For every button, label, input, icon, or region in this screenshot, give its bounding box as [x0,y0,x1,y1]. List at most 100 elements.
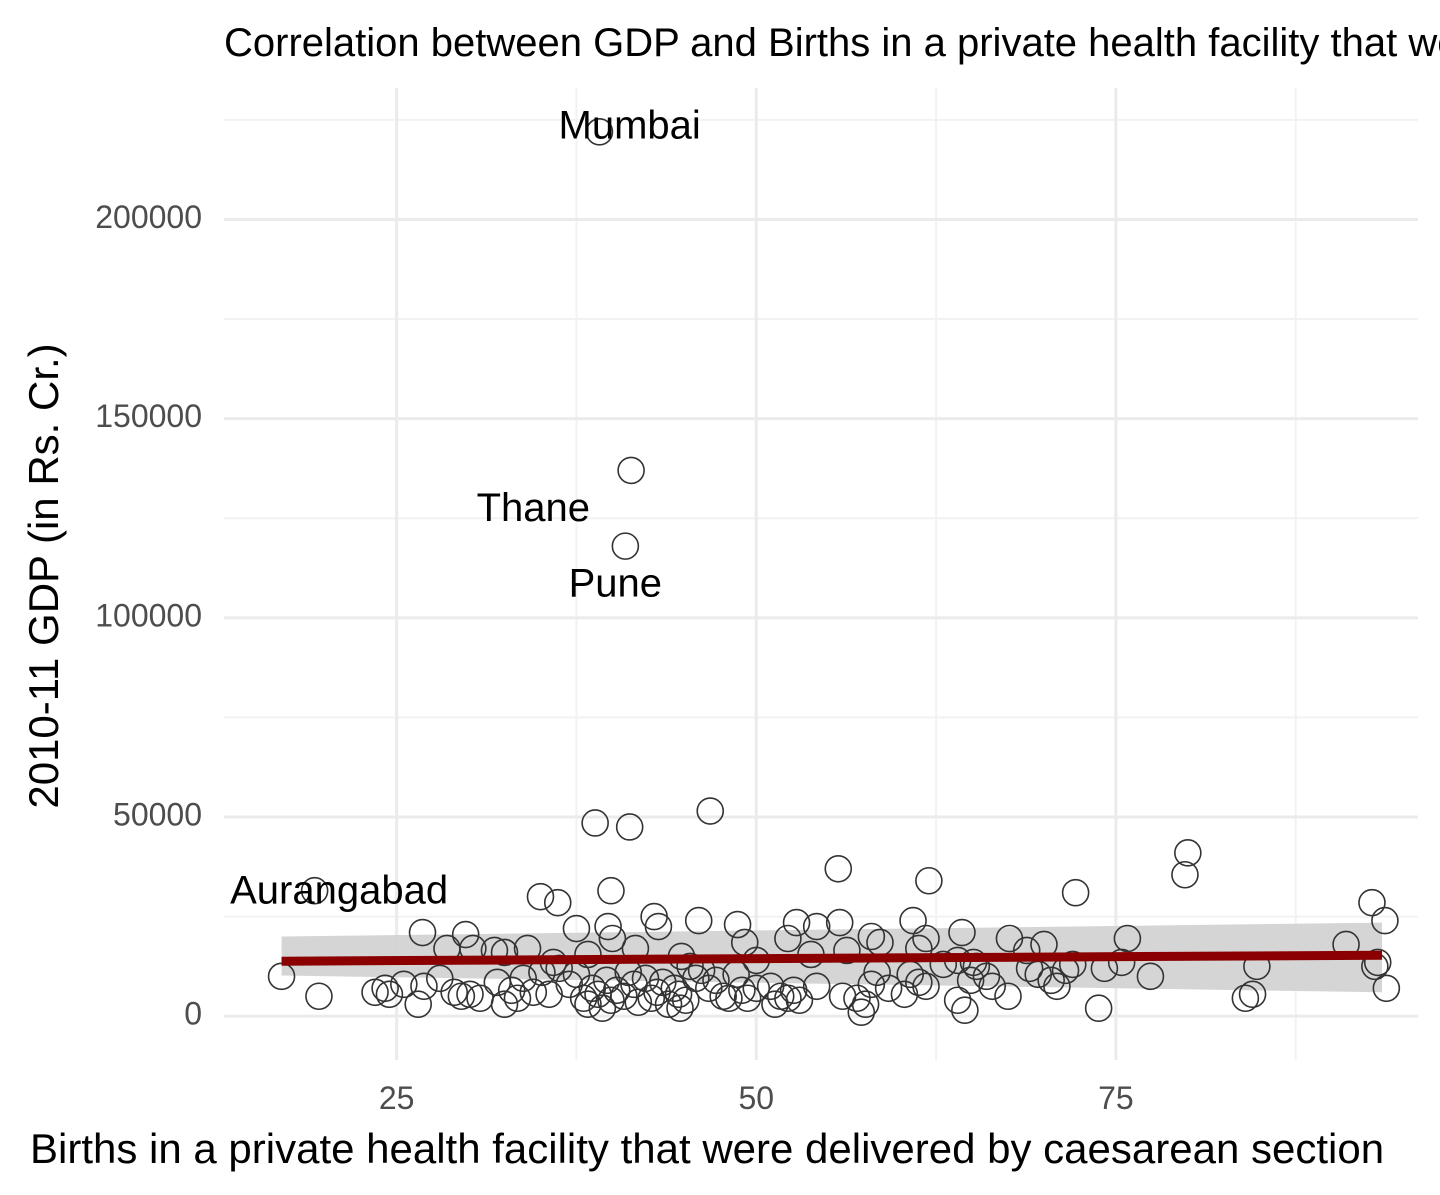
data-point [581,809,609,837]
data-point [1171,860,1199,889]
data-point [824,854,853,883]
data-point [644,912,673,941]
data-point [951,996,979,1025]
data-point [994,982,1022,1011]
data-point [915,866,943,895]
x-tick-label: 50 [738,1080,774,1116]
data-point [617,456,645,485]
point-labels: Mumbai Thane Pune Aurangabad [230,103,701,912]
data-point [543,888,572,917]
data-point [585,118,614,146]
data-point [594,912,622,941]
data-point [267,962,296,991]
data-point [825,908,854,937]
data-point [526,882,555,911]
data-point [425,964,454,993]
data-point [912,924,940,953]
data-point [857,970,886,999]
data-point [1358,888,1386,917]
data-point [569,984,598,1013]
point-label: Pune [569,562,662,606]
data-point [592,966,621,995]
data-point [899,906,927,935]
y-tick-label: 150000 [95,398,202,434]
data-point [637,984,666,1013]
data-point [631,964,660,993]
data-point [847,998,876,1026]
y-tick-label: 50000 [113,796,202,832]
trend-line-layer [281,950,1383,966]
data-point [1372,974,1401,1003]
data-point [761,990,789,1019]
grid [224,88,1418,1060]
data-point [774,924,802,953]
data-point [574,990,602,1019]
data-point [300,876,329,905]
data-point [742,974,771,1003]
point-label: Thane [477,486,590,530]
data-point [1084,994,1113,1023]
data-point [562,914,591,943]
data-point [466,984,494,1013]
data-point [851,990,880,1019]
data-point [503,984,532,1013]
data-point [1043,972,1071,1001]
data-point [774,984,802,1013]
y-tick-label: 100000 [95,597,202,633]
data-point [943,986,972,1015]
data-point [410,972,438,1001]
data-point [361,978,389,1007]
data-point [782,908,811,937]
data-point [666,994,694,1023]
data-point [1231,984,1260,1013]
data-point [555,970,584,999]
data-point [723,910,752,939]
points-layer [267,118,1401,1026]
y-axis-title: 2010-11 GDP (in Rs. Cr.) [20,343,67,808]
data-point [948,918,976,947]
data-point [1371,906,1399,935]
chart-title: Correlation between GDP and Births in a … [224,21,1440,65]
data-point [676,952,704,981]
x-tick-label: 25 [379,1080,415,1116]
data-point [408,918,437,947]
data-point [440,978,468,1007]
data-point [843,984,871,1013]
trend-line [281,950,1383,966]
data-point [978,972,1006,1001]
data-point [611,532,640,560]
data-point [664,980,693,1009]
y-tick-label: 200000 [95,199,202,235]
data-point [597,876,625,905]
tick-labels: 0 50000 100000 150000 200000 25 50 75 [95,199,1133,1116]
x-axis-title: Births in a private health facility that… [30,1125,1384,1172]
data-point [833,936,861,965]
data-point [1012,936,1041,965]
data-point [654,990,683,1019]
data-point [1107,948,1136,977]
data-point [490,938,519,967]
data-point [305,982,333,1011]
y-tick-label: 0 [184,996,202,1032]
data-point [1058,950,1087,979]
data-point [535,980,563,1009]
data-point [728,976,756,1005]
data-point [375,980,404,1009]
data-point [1061,878,1090,907]
data-point [490,990,519,1019]
data-point [497,976,526,1005]
data-point [404,990,433,1019]
data-point [912,972,940,1001]
data-point [447,982,476,1011]
data-point [956,966,985,995]
data-point [615,813,644,841]
data-point [588,994,617,1023]
data-point [451,920,480,949]
data-point [702,966,730,995]
data-point [519,978,548,1007]
data-point [598,924,627,953]
data-point [696,797,725,825]
data-point [684,906,713,935]
data-point [874,974,903,1003]
